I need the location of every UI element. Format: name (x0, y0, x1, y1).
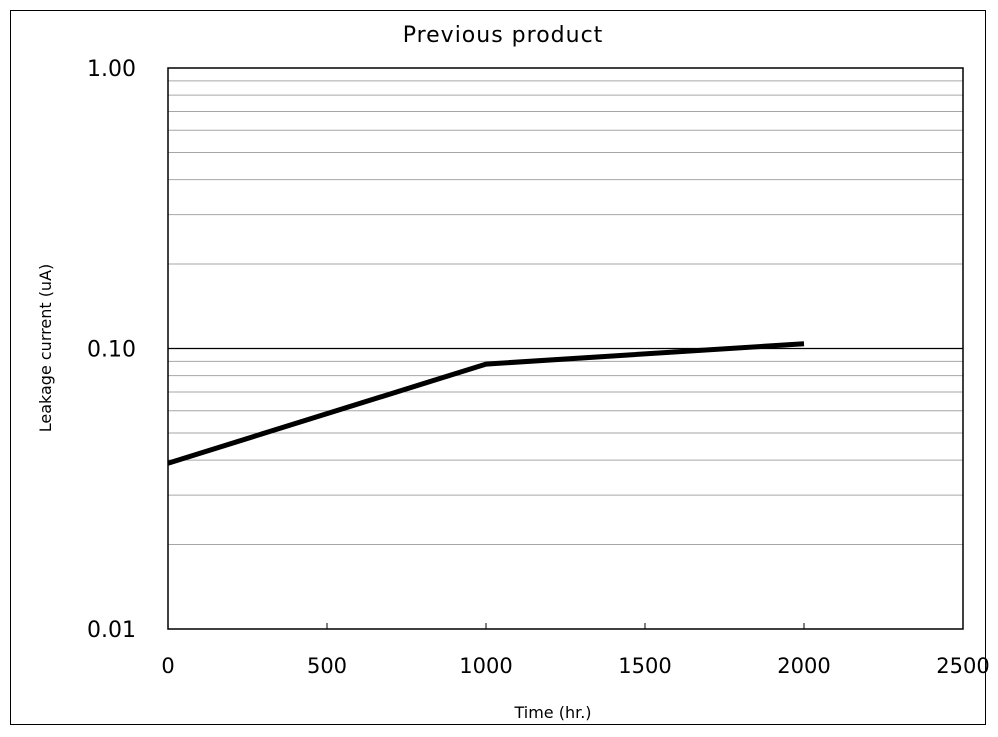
y-tick-label: 0.01 (87, 618, 136, 643)
y-tick-label: 0.10 (87, 338, 136, 363)
y-tick-label: 1.00 (87, 57, 136, 82)
chart-frame (10, 10, 986, 725)
plot-area (167, 67, 964, 630)
y-axis-label: Leakage current (uA) (36, 264, 55, 433)
x-tick-labels: 0 500 1000 1500 2000 2500 (161, 654, 989, 678)
x-tick-label: 500 (307, 654, 347, 678)
series-line (167, 341, 805, 466)
y-tick-labels: 0.01 0.10 1.00 (87, 57, 136, 643)
minor-gridlines (168, 80, 963, 546)
x-axis-label: Time (hr.) (513, 703, 591, 722)
x-tick-label: 2500 (936, 654, 989, 678)
x-tick-label: 0 (161, 654, 174, 678)
x-tick-label: 2000 (777, 654, 830, 678)
chart-title: Previous product (403, 23, 604, 48)
x-tick-marks (167, 623, 964, 629)
x-tick-label: 1000 (459, 654, 512, 678)
x-tick-label: 1500 (618, 654, 671, 678)
series-layer (167, 341, 805, 466)
